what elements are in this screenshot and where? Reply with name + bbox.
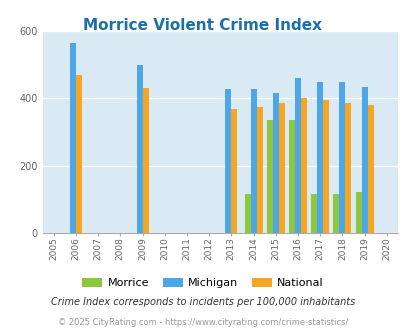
Bar xyxy=(225,89,231,233)
Bar xyxy=(300,98,306,233)
Text: Morrice Violent Crime Index: Morrice Violent Crime Index xyxy=(83,18,322,33)
Bar xyxy=(250,89,256,233)
Bar xyxy=(316,82,322,233)
Bar xyxy=(136,65,142,233)
Bar xyxy=(231,109,237,233)
Bar xyxy=(244,194,250,233)
Legend: Morrice, Michigan, National: Morrice, Michigan, National xyxy=(82,278,323,288)
Bar xyxy=(266,120,272,233)
Bar xyxy=(256,107,262,233)
Bar xyxy=(142,88,148,233)
Bar xyxy=(76,75,82,233)
Text: Crime Index corresponds to incidents per 100,000 inhabitants: Crime Index corresponds to incidents per… xyxy=(51,297,354,307)
Bar xyxy=(361,87,367,233)
Bar xyxy=(333,194,339,233)
Bar xyxy=(310,194,316,233)
Bar xyxy=(322,100,328,233)
Bar xyxy=(345,104,350,233)
Bar xyxy=(278,104,284,233)
Bar xyxy=(339,82,345,233)
Bar xyxy=(288,120,294,233)
Bar xyxy=(70,43,76,233)
Bar xyxy=(272,93,278,233)
Text: © 2025 CityRating.com - https://www.cityrating.com/crime-statistics/: © 2025 CityRating.com - https://www.city… xyxy=(58,318,347,327)
Bar xyxy=(355,192,361,233)
Bar xyxy=(294,78,300,233)
Bar xyxy=(367,105,373,233)
